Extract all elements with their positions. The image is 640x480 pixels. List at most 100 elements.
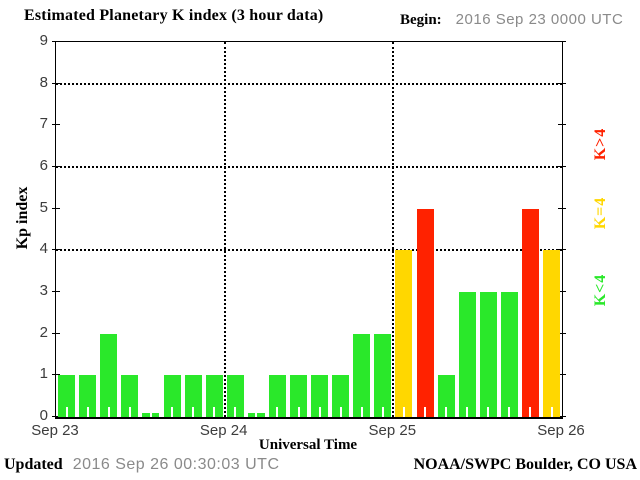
y-tick-label: 3 [39,282,48,299]
gridline-kp-6 [56,166,562,168]
y-tick-left [52,82,60,84]
slot-tick [128,407,131,417]
chart-title: Estimated Planetary K index (3 hour data… [24,7,324,24]
kp-bar [543,250,560,417]
slot-tick [276,407,279,417]
y-tick-label: 1 [39,365,48,383]
y-tick-label: 2 [39,323,48,341]
y-tick-left [52,41,60,42]
kp-bar [311,375,328,417]
y-tick-left [52,249,60,251]
kp-bar [500,292,518,417]
kp-bar [163,375,181,417]
kp-bar [121,375,139,417]
y-tick-right [558,249,566,251]
slot-tick [339,407,342,417]
kp-bar [395,250,413,417]
legend-K4: K<4 [592,273,609,307]
kp-bar [205,375,223,417]
y-tick-label: 8 [39,73,48,91]
gridline-day [392,42,395,417]
kp-bar [374,334,392,417]
slot-tick [381,407,384,417]
plot-area [52,41,566,419]
kp-bar [58,375,75,417]
y-axis-title: Kp index [14,186,31,250]
slot-tick [550,407,553,417]
kp-bar [100,334,118,417]
y-tick-left [52,207,60,209]
legend-K4: K>4 [592,127,609,161]
kp-bar [184,375,202,417]
updated-label: Updated [4,456,63,473]
slot-tick [508,407,511,417]
slot-tick [318,407,321,417]
slot-tick [445,407,447,417]
x-tick-label: Sep 24 [199,422,248,439]
slot-tick [171,407,173,417]
x-axis-title: Universal Time [258,437,358,453]
y-tick-label: 4 [39,240,48,258]
kp-bar [226,375,244,417]
slot-tick [424,407,426,417]
y-tick-right [558,124,566,126]
y-tick-left [52,332,60,334]
y-tick-label: 5 [39,198,48,216]
y-tick-right [558,332,566,334]
y-tick-right [558,416,566,417]
slot-tick [192,407,194,417]
slot-tick [213,407,216,417]
kp-bar [416,209,434,417]
slot-tick [149,407,152,417]
kp-bar [353,334,371,417]
y-tick-right [558,374,566,376]
slot-tick [107,407,110,417]
y-tick-left [52,374,60,376]
updated-value: 2016 Sep 26 00:30:03 UTC [72,456,280,473]
kp-bar [290,375,307,417]
begin-line: Begin: 2016 Sep 23 0000 UTC [400,11,623,29]
kp-bar [268,375,286,417]
slot-tick [487,407,490,417]
y-tick-label: 6 [39,157,48,174]
gridline-kp-8 [56,82,562,85]
y-tick-left [52,291,60,292]
y-tick-right [558,166,566,167]
begin-label: Begin: [400,12,442,28]
y-tick-label: 9 [39,32,48,49]
y-tick-left [52,166,60,167]
slot-tick [466,407,469,417]
y-tick-left [52,416,60,417]
y-tick-label: 0 [39,407,48,424]
slot-tick [529,407,532,417]
slot-tick [360,407,363,417]
kp-bar [332,375,350,417]
begin-value: 2016 Sep 23 0000 UTC [455,11,624,28]
y-tick-right [558,291,566,292]
y-tick-right [558,82,566,84]
x-tick-label: Sep 26 [537,422,585,439]
kp-bar [437,375,455,417]
y-tick-right [558,207,566,209]
updated-line: Updated 2016 Sep 26 00:30:03 UTC [4,456,280,474]
slot-tick [402,407,405,417]
kp-bar [458,292,476,417]
source-credit: NOAA/SWPC Boulder, CO USA [413,456,637,473]
y-tick-left [52,124,60,126]
kp-bar [479,292,497,417]
slot-tick [297,407,300,417]
slot-tick [86,407,89,417]
gridline-kp-4 [56,249,562,252]
kp-bar [79,375,97,417]
slot-tick [65,407,68,417]
y-tick-right [558,41,566,42]
x-tick-label: Sep 25 [368,422,417,439]
gridline-day [223,42,226,417]
y-tick-label: 7 [39,115,48,133]
slot-tick [234,407,237,417]
x-tick-label: Sep 23 [31,422,79,439]
slot-tick [255,407,258,417]
legend-K4: K=4 [592,196,609,230]
kp-bar [521,209,539,417]
